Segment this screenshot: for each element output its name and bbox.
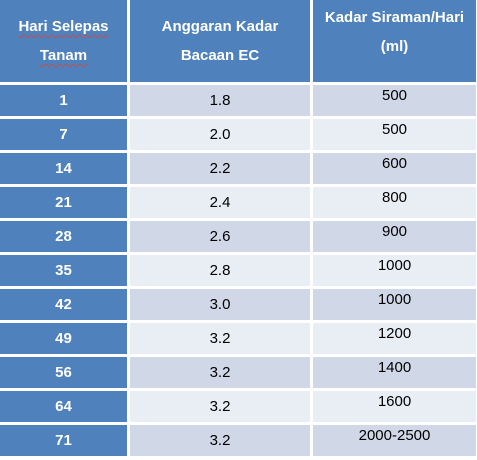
ec-cell: 3.2: [130, 425, 310, 456]
table-row: 56 3.2 1400: [0, 357, 476, 388]
table-header: Hari Selepas Tanam Anggaran Kadar Bacaan…: [0, 0, 476, 84]
table-row: 35 2.8 1000: [0, 255, 476, 286]
header-days-after-planting: Hari Selepas Tanam: [0, 0, 127, 82]
watering-cell: 600: [313, 153, 476, 184]
watering-cell: 900: [313, 221, 476, 252]
watering-cell: 800: [313, 187, 476, 218]
ec-cell: 2.4: [130, 187, 310, 218]
table-row: 64 3.2 1600: [0, 391, 476, 422]
ec-cell: 1.8: [130, 85, 310, 116]
table-row: 42 3.0 1000: [0, 289, 476, 320]
days-cell: 7: [0, 119, 127, 150]
header-ec-reading: Anggaran Kadar Bacaan EC: [130, 0, 310, 82]
ec-cell: 3.2: [130, 357, 310, 388]
watering-cell: 500: [313, 85, 476, 116]
watering-cell: 1600: [313, 391, 476, 422]
table-row: 49 3.2 1200: [0, 323, 476, 354]
ec-cell: 2.2: [130, 153, 310, 184]
table-row: 21 2.4 800: [0, 187, 476, 218]
ec-cell: 2.6: [130, 221, 310, 252]
days-cell: 42: [0, 289, 127, 320]
watering-cell: 1200: [313, 323, 476, 354]
days-cell: 28: [0, 221, 127, 252]
days-cell: 71: [0, 425, 127, 456]
days-cell: 49: [0, 323, 127, 354]
days-cell: 21: [0, 187, 127, 218]
days-cell: 64: [0, 391, 127, 422]
days-cell: 35: [0, 255, 127, 286]
days-cell: 14: [0, 153, 127, 184]
watering-cell: 500: [313, 119, 476, 150]
table-row: 1 1.8 500: [0, 85, 476, 116]
table-row: 28 2.6 900: [0, 221, 476, 252]
ec-cell: 3.2: [130, 323, 310, 354]
header-days-line2: Tanam: [39, 47, 88, 64]
ec-cell: 3.2: [130, 391, 310, 422]
header-ec-line2: Bacaan EC: [180, 47, 260, 64]
ec-cell: 2.8: [130, 255, 310, 286]
watering-cell: 1400: [313, 357, 476, 388]
header-days-line1: Hari Selepas: [18, 18, 109, 35]
table-row: 7 2.0 500: [0, 119, 476, 150]
ec-cell: 3.0: [130, 289, 310, 320]
watering-cell: 1000: [313, 255, 476, 286]
header-watering-line1: Kadar Siraman/Hari: [324, 9, 465, 26]
header-watering-line2: (ml): [380, 38, 409, 55]
ec-cell: 2.0: [130, 119, 310, 150]
table-row: 71 3.2 2000-2500: [0, 425, 476, 456]
watering-cell: 2000-2500: [313, 425, 476, 456]
header-ec-line1: Anggaran Kadar: [161, 18, 279, 35]
days-cell: 56: [0, 357, 127, 388]
table-row: 14 2.2 600: [0, 153, 476, 184]
watering-cell: 1000: [313, 289, 476, 320]
days-cell: 1: [0, 85, 127, 116]
header-watering-rate: Kadar Siraman/Hari (ml): [313, 0, 476, 82]
